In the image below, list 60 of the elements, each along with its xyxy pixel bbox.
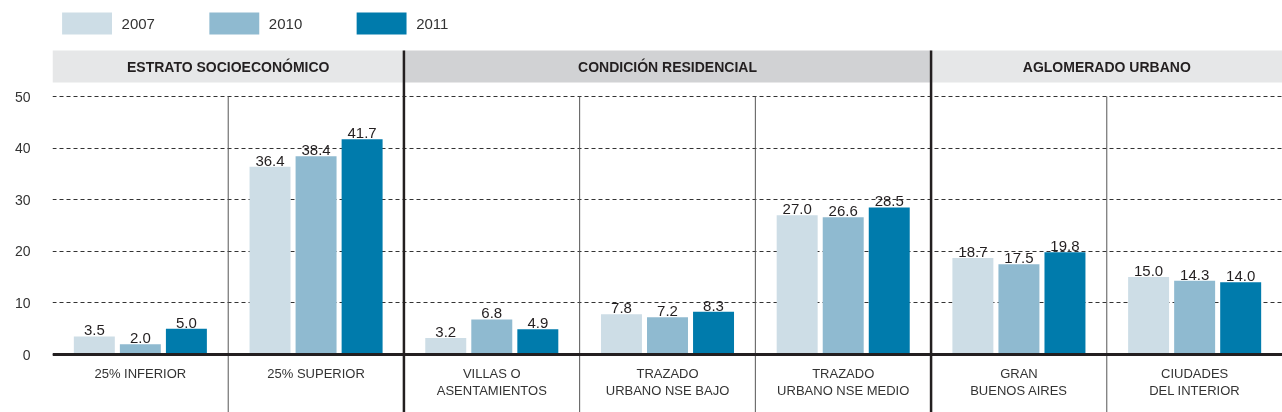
- bar: [647, 317, 688, 355]
- data-label: 38.4: [301, 141, 331, 159]
- legend-label: 2007: [121, 14, 155, 32]
- bar: [776, 215, 818, 355]
- data-label: 28.5: [874, 192, 904, 210]
- x-tick-label: GRAN BUENOS AIRES: [970, 365, 1068, 398]
- bar: [822, 217, 864, 355]
- bar: [1128, 277, 1170, 355]
- bar: [1220, 282, 1262, 355]
- x-tick-label: 25% SUPERIOR: [267, 365, 365, 381]
- data-label: 4.9: [527, 314, 549, 332]
- bar: [73, 336, 115, 355]
- data-label: 7.8: [611, 299, 632, 317]
- data-label: 36.4: [255, 151, 285, 169]
- data-label: 27.0: [782, 200, 812, 218]
- bar: [295, 156, 337, 355]
- data-label: 2.0: [129, 329, 151, 347]
- x-tick-label: VILLAS O ASENTAMIENTOS: [436, 365, 548, 398]
- bar: [693, 311, 735, 355]
- bar: [249, 166, 291, 355]
- data-label: 3.2: [435, 322, 457, 340]
- bar: [1174, 280, 1216, 355]
- y-tick-label: 10: [14, 294, 31, 311]
- data-label: 5.0: [175, 313, 197, 331]
- bar: [998, 264, 1040, 355]
- y-tick-label: 50: [14, 88, 31, 105]
- legend-label: 2010: [268, 14, 303, 32]
- bar: [600, 314, 642, 355]
- bar: [165, 328, 207, 355]
- data-label: 26.6: [828, 202, 858, 220]
- bar: [425, 337, 467, 355]
- x-tick-label: 25% INFERIOR: [94, 365, 187, 381]
- data-label: 8.3: [703, 296, 724, 314]
- data-label: 15.0: [1134, 262, 1164, 280]
- bar: [341, 139, 383, 355]
- x-tick-label: TRAZADO URBANO NSE MEDIO: [777, 365, 910, 398]
- legend-label: 2011: [416, 14, 449, 32]
- data-label: 6.8: [481, 304, 503, 322]
- data-label: 7.2: [657, 302, 678, 320]
- x-tick-label: CIUDADES DEL INTERIOR: [1149, 365, 1240, 398]
- data-label: 14.0: [1226, 267, 1256, 285]
- bar: [868, 207, 910, 355]
- data-label: 3.5: [83, 321, 105, 339]
- data-label: 14.3: [1180, 265, 1210, 283]
- y-tick-label: 0: [22, 346, 31, 363]
- text: AGLOMERADO URBANO: [1022, 58, 1191, 75]
- y-tick-label: 20: [14, 243, 31, 260]
- data-label: 41.7: [347, 124, 377, 142]
- x-tick-label: TRAZADO URBANO NSE BAJO: [605, 365, 730, 398]
- data-label: 18.7: [958, 243, 988, 261]
- data-label: 19.8: [1050, 237, 1080, 255]
- text: CONDICIÓN RESIDENCIAL: [578, 57, 758, 75]
- y-tick-label: 40: [14, 140, 31, 157]
- bar: [517, 329, 559, 355]
- data-label: 17.5: [1004, 249, 1034, 267]
- y-tick-label: 30: [14, 191, 31, 208]
- bar: [1044, 252, 1086, 355]
- bar: [952, 258, 994, 355]
- text: ESTRATO SOCIOECONÓMICO: [126, 57, 330, 75]
- bar: [471, 319, 513, 355]
